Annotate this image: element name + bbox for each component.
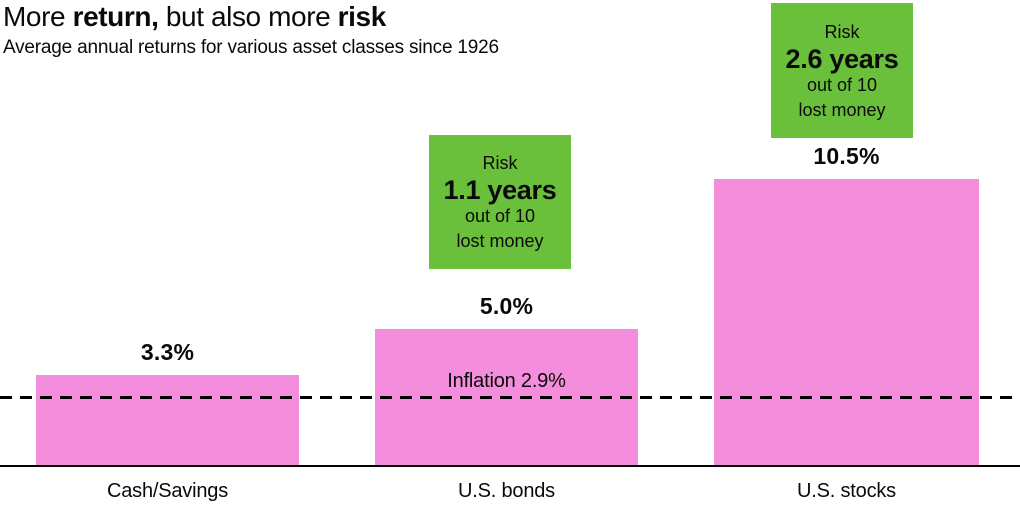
value-label-us-stocks: 10.5% (813, 143, 880, 169)
title-segment-bold-risk: risk (337, 1, 387, 32)
risk-annotation-detail: lost money (456, 231, 544, 251)
category-label-us-stocks: U.S. stocks (797, 480, 896, 502)
risk-annotation-detail: out of 10 (464, 206, 536, 226)
value-label-cash-savings: 3.3% (140, 339, 195, 365)
bar-group-us-stocks: 10.5% (714, 143, 979, 465)
risk-annotation-value: 1.1 years (443, 175, 557, 205)
bar-cash-savings (36, 375, 299, 465)
risk-annotation-heading: Risk (824, 21, 860, 42)
bar-group-cash-savings: 3.3% (36, 339, 299, 465)
category-label-us-bonds: U.S. bonds (458, 480, 555, 502)
risk-annotation-value: 2.6 years (785, 43, 899, 74)
value-label-us-bonds: 5.0% (479, 293, 534, 319)
x-axis-baseline (0, 465, 1020, 467)
title-segment: but also more (158, 1, 338, 32)
inflation-line-label: Inflation 2.9% (447, 370, 566, 392)
title-segment-bold-return: return, (72, 1, 159, 32)
bar-us-stocks (714, 179, 979, 465)
risk-annotation-detail: out of 10 (806, 74, 878, 95)
risk-annotation-detail: lost money (798, 99, 886, 120)
inflation-reference-line (0, 396, 1020, 399)
category-label-cash-savings: Cash/Savings (107, 480, 228, 502)
risk-annotation-us-bonds: Risk 1.1 years out of 10 lost money (429, 135, 571, 269)
chart-subtitle: Average annual returns for various asset… (3, 37, 499, 58)
chart-title: More return, but also more risk (3, 1, 386, 33)
risk-annotation-us-stocks: Risk 2.6 years out of 10 lost money (771, 3, 913, 138)
risk-annotation-heading: Risk (482, 153, 518, 173)
title-segment: More (3, 1, 73, 32)
